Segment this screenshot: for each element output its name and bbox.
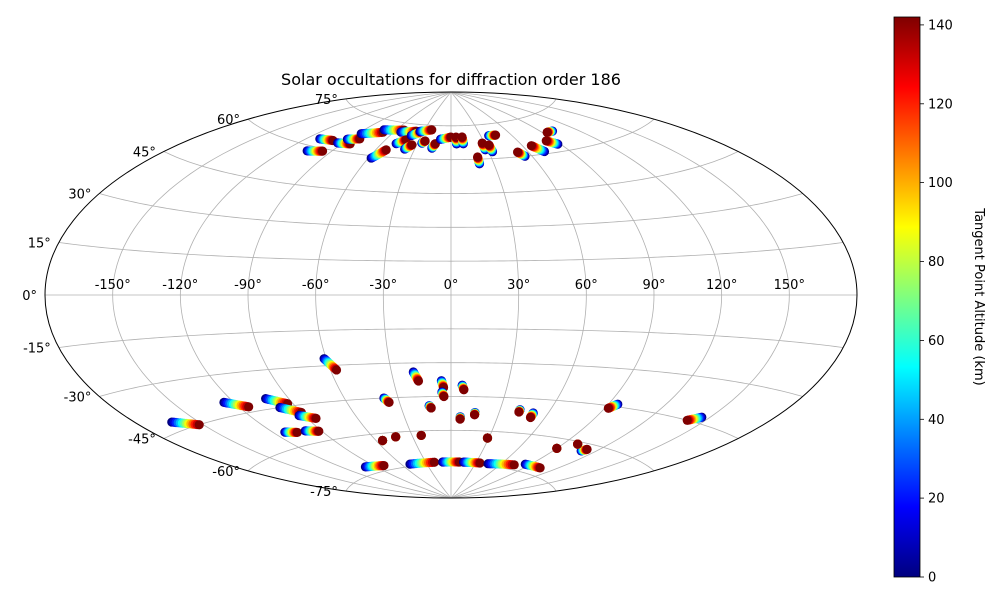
occultation-point [331,365,342,375]
latitude-tick-label: 15° [28,237,51,252]
longitude-tick-label: 150° [774,278,805,293]
occultation-point [490,130,501,140]
colorbar: 0 20 40 60 80 100 120 140 Tangent Point Altitud… [893,16,986,586]
colorbar-tick-label: 20 [928,492,945,507]
latitude-tick-label: -75° [310,485,338,500]
longitude-tick-label: 120° [706,278,737,293]
occultation-point [514,407,524,417]
meridian-line [450,91,723,499]
latitude-tick-label: 60° [217,113,240,128]
colorbar-label: Tangent Point Altitude (km) [971,207,986,385]
colorbar-tick-label: 80 [928,255,945,270]
occultation-point [542,127,552,137]
latitude-tick-label: 0° [22,289,37,304]
occultation-point [472,152,483,162]
occultation-point [292,427,302,438]
colorbar-tick-label: 140 [928,18,953,33]
colorbar-tick-label: 0 [928,571,936,586]
longitude-tick-label: 60° [575,278,598,293]
occultation-point [526,141,536,151]
colorbar-tick-label: 120 [928,97,953,112]
occultation-point [603,403,613,413]
colorbar-gradient [893,16,921,578]
occultation-point [426,403,436,413]
meridian-line [382,91,452,499]
latitude-tick-label: -30° [64,391,92,406]
meridian-line [247,91,452,499]
longitude-tick-label: -30° [369,278,397,293]
longitude-tick-label: 90° [642,278,665,293]
occultation-point [416,430,426,441]
latitude-tick-label: 45° [133,146,156,161]
occultation-point [379,460,389,471]
chart-title: Solar occultations for diffraction order… [281,70,621,89]
occultation-point [413,376,424,386]
occultation-point [194,420,204,430]
occultation-point [459,385,469,395]
latitude-tick-label: -60° [212,465,240,480]
occultation-point [582,444,592,454]
longitude-tick-labels: -150° -120° -90° -60° -30° 0° 30° 60° 90° 120° 150… [95,278,805,293]
colorbar-tick-label: 60 [928,334,945,349]
occultation-point [244,402,254,412]
meridian-line [179,91,452,499]
occultation-point [384,397,394,408]
occultation-point [682,415,692,425]
meridian-line [450,91,790,499]
occultation-point [541,136,551,146]
longitude-tick-label: 0° [444,278,459,293]
latitude-tick-label: -15° [23,342,51,357]
meridian-line [450,91,587,499]
occultation-point [420,136,430,146]
longitude-tick-label: -150° [95,278,131,293]
occultation-point [573,439,583,449]
occultation-points [167,125,707,473]
occultation-point [311,413,321,423]
latitude-tick-label: -45° [128,433,156,448]
occultation-point [535,463,545,473]
occultation-point [314,426,324,436]
occultation-point [391,432,401,442]
occultation-point [513,147,523,157]
meridian-line [450,91,655,499]
occultation-point [429,457,439,467]
latitude-tick-label: 30° [68,188,91,203]
map-boundary [44,91,858,499]
occultation-point [439,391,449,402]
occultation-point [455,414,465,424]
occultation-point [509,460,519,470]
colorbar-ticks: 0 20 40 60 80 100 120 140 [920,18,953,586]
meridian-line [450,91,520,499]
latitude-tick-labels: 75° 60° 45° 30° 15° 0° -15° -30° -45° -60° -75° [22,93,338,500]
occultation-point [407,140,417,150]
occultation-point [475,458,485,468]
occultation-point [381,145,391,155]
graticule [45,91,857,499]
occultation-point [469,410,480,420]
longitude-tick-label: -60° [302,278,330,293]
occultation-point [427,125,437,135]
occultation-point [317,146,328,156]
occultation-point [552,443,562,453]
occultation-point [525,412,536,423]
colorbar-tick-label: 100 [928,176,953,191]
map-outline [44,91,858,499]
occultation-point [484,140,494,150]
longitude-tick-label: 30° [507,278,530,293]
longitude-tick-label: -90° [234,278,262,293]
occultation-point [482,433,493,443]
occultation-point [457,132,467,142]
colorbar-tick-label: 40 [928,413,945,428]
meridian-line [112,91,452,499]
occultation-point [377,435,388,446]
longitude-tick-label: -120° [162,278,198,293]
latitude-tick-label: 75° [315,93,338,108]
